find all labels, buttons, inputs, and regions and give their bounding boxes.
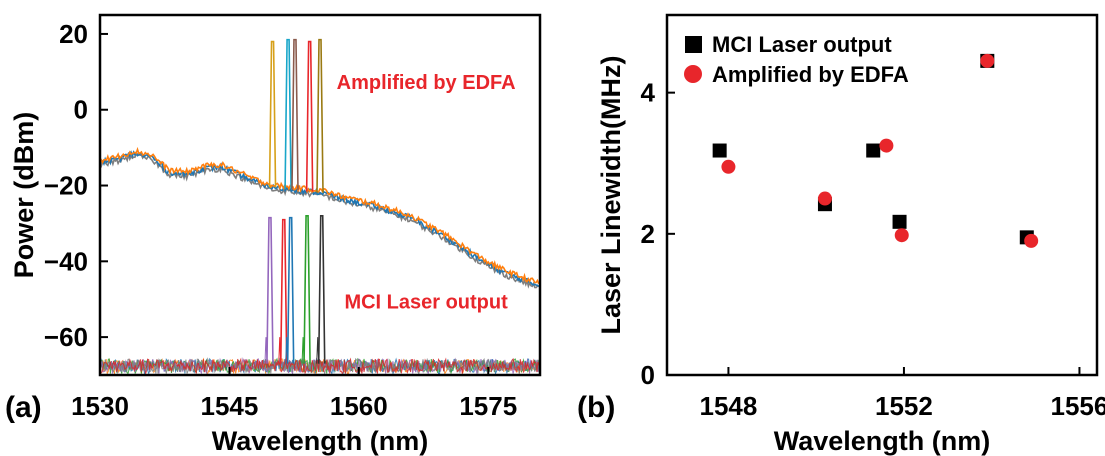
panel-a-y-tick-label: −60: [44, 322, 88, 352]
panel-b-frame: [665, 13, 1099, 377]
noise-trace-5: [99, 357, 541, 376]
panel-b-ticks: 1548 1552 1556 0 2 4: [641, 78, 1105, 421]
panel-a-y-tick-label: 0: [74, 95, 88, 125]
amplified-peak-3: [291, 38, 299, 190]
panel-a-plot-area: [99, 38, 541, 376]
noise-trace-4: [99, 357, 541, 376]
amplified-background-trace-1: [99, 150, 540, 288]
amplified-peak-2: [284, 38, 292, 190]
panel-a-x-tick-label: 1575: [459, 391, 517, 421]
panel-b-label: (b): [577, 391, 615, 424]
legend-label-mci-laser-output: MCI Laser output: [712, 32, 892, 57]
panel-a-y-tick-label: −40: [44, 246, 88, 276]
amplified-peak-4: [305, 40, 314, 192]
laser-sidepeak-4: [301, 337, 305, 364]
laser-peak-2: [279, 218, 288, 364]
laser-sidepeak-5: [316, 337, 320, 364]
laser-sidepeak-2: [278, 337, 282, 364]
legend-square-marker: [685, 36, 702, 53]
panel-a-x-tick-label: 1560: [330, 391, 388, 421]
point-amplified-by-edfa-4: [894, 228, 909, 243]
panel-a-spectrum-chart: 1530 1545 1560 1575 20 0 −20 −40 −60 Wavelength …: [5, 13, 542, 456]
legend-label-amplified-by-edfa: Amplified by EDFA: [712, 62, 909, 87]
panel-a-y-axis-label: Power (dBm): [9, 112, 39, 279]
panel-a-x-tick-label: 1545: [200, 391, 258, 421]
point-mci-laser-output-3: [866, 143, 881, 158]
laser-sidepeak-1: [264, 337, 268, 364]
point-mci-laser-output-4: [892, 214, 907, 229]
laser-peak-1: [266, 216, 274, 364]
annotation-mci-laser-output: MCI Laser output: [344, 292, 508, 314]
laser-peak-4: [303, 215, 311, 364]
panel-b-legend: MCI Laser output Amplified by EDFA: [684, 32, 909, 87]
panel-b-points: [712, 53, 1039, 248]
point-amplified-by-edfa-2: [817, 191, 832, 206]
point-mci-laser-output-1: [712, 143, 727, 158]
panel-a-y-tick-label: −20: [44, 171, 88, 201]
amplified-peak-1: [268, 40, 277, 188]
legend-circle-marker: [684, 65, 702, 83]
laser-peak-5: [317, 215, 326, 364]
panel-a-frame: [98, 13, 542, 377]
panel-b-x-axis-label: Wavelength (nm): [774, 426, 991, 456]
panel-b-y-axis-label: Laser Linewidth(MHz): [596, 55, 626, 334]
amplified-background-trace-2: [99, 146, 540, 285]
laser-peak-3: [286, 216, 295, 364]
annotation-amplified-by-edfa: Amplified by EDFA: [337, 72, 516, 94]
amplified-peak-5: [316, 38, 324, 193]
panel-a-y-tick-label: 20: [59, 19, 88, 49]
panel-b-x-tick-label: 1552: [875, 391, 933, 421]
panel-b-y-tick-label: 4: [641, 78, 656, 108]
panel-a-x-axis-label: Wavelength (nm): [212, 426, 429, 456]
panel-a-ticks: 1530 1545 1560 1575 20 0 −20 −40 −60: [44, 19, 517, 421]
point-amplified-by-edfa-6: [1024, 233, 1039, 248]
panel-b-y-tick-label: 2: [641, 219, 655, 249]
panel-b-x-tick-label: 1548: [700, 391, 758, 421]
panel-b-linewidth-chart: 1548 1552 1556 0 2 4 MCI Laser output Amplifi…: [577, 13, 1105, 456]
panel-b-y-tick-label: 0: [641, 360, 655, 390]
panel-b-x-tick-label: 1556: [1051, 391, 1105, 421]
panel-a-label: (a): [5, 391, 42, 424]
point-amplified-by-edfa-1: [721, 159, 736, 174]
point-amplified-by-edfa-3: [879, 138, 894, 153]
laser-sidepeak-3: [285, 337, 289, 364]
panel-a-x-tick-label: 1530: [71, 391, 129, 421]
point-amplified-by-edfa-5: [980, 53, 995, 68]
